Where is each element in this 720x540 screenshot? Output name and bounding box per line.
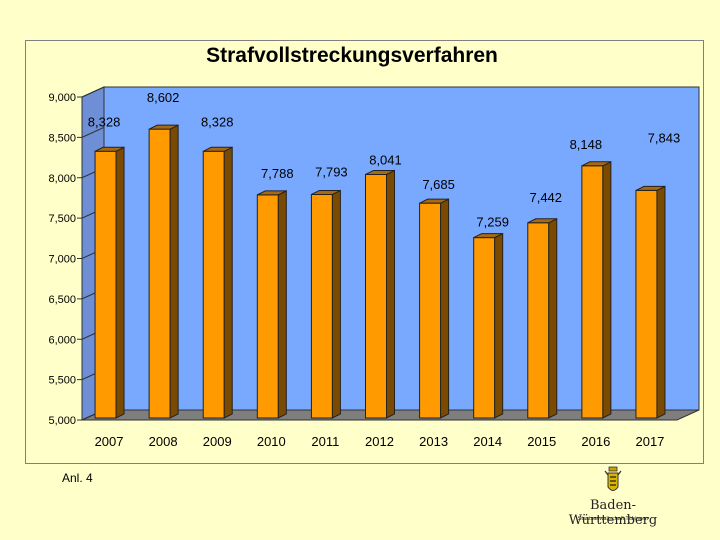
bar-2015 (527, 222, 550, 419)
brand-name: Baden-Württemberg (568, 498, 658, 528)
bar-side (115, 146, 125, 419)
x-tick-label: 2010 (257, 434, 286, 449)
bar-top (581, 161, 612, 167)
y-tick-label: 6,000 (48, 334, 76, 346)
data-label: 7,442 (529, 190, 562, 205)
bar-top (473, 233, 503, 239)
y-tick-label: 7,000 (48, 254, 76, 266)
bar-top (94, 146, 125, 152)
bar-side (386, 169, 395, 419)
bar-top (527, 218, 557, 224)
x-tick-label: 2014 (473, 434, 502, 449)
data-label: 7,793 (315, 164, 348, 179)
brand-subtitle: Staatsanwaltschaft Tübingen (577, 516, 649, 522)
bar-2009 (202, 150, 225, 419)
y-tick-label: 5,500 (48, 375, 76, 387)
y-tick-label: 6,500 (48, 294, 76, 306)
bar-2008 (148, 128, 171, 419)
x-tick-label: 2012 (365, 434, 394, 449)
x-tick-label: 2011 (311, 434, 339, 449)
bar-side (331, 189, 341, 419)
bar-side (602, 160, 612, 419)
bar-side (440, 198, 450, 419)
bar-top (148, 124, 179, 130)
data-label: 7,843 (648, 130, 681, 145)
attachment-note: Anl. 4 (62, 471, 93, 485)
bar-side (169, 124, 179, 419)
bar-top (419, 198, 449, 204)
bar-top (257, 190, 287, 196)
x-tick-label: 2013 (419, 434, 448, 449)
x-tick-label: 2016 (581, 434, 610, 449)
data-label: 7,259 (476, 215, 509, 230)
bar-2013 (419, 202, 442, 419)
bar-side (223, 146, 233, 419)
state-logo: Baden-Württemberg Staatsanwaltschaft Tüb… (548, 464, 678, 534)
x-tick-label: 2008 (149, 434, 178, 449)
y-tick-label: 8,500 (48, 132, 76, 144)
bar-side (494, 232, 504, 419)
y-tick-label: 9,000 (48, 92, 76, 104)
x-tick-label: 2015 (527, 434, 556, 449)
x-tick-label: 2017 (635, 434, 664, 449)
bar-side (656, 185, 666, 419)
bar-top (635, 185, 666, 191)
x-tick-label: 2009 (203, 434, 232, 449)
data-label: 7,788 (261, 166, 294, 181)
coat-of-arms-icon (604, 466, 622, 491)
bar-side (548, 217, 558, 419)
data-label: 8,328 (201, 114, 234, 129)
data-label: 8,041 (369, 152, 402, 167)
bar-top (203, 146, 233, 152)
bar-2016 (581, 165, 604, 419)
x-tick-label: 2007 (95, 434, 124, 449)
bar-top (311, 189, 341, 195)
bar-2007 (94, 150, 117, 419)
y-tick-label: 7,500 (48, 213, 76, 225)
data-label: 8,328 (88, 114, 121, 129)
y-tick-depth (81, 86, 105, 98)
y-tick-depth (81, 126, 105, 138)
bar-2017 (635, 189, 658, 419)
bar-2011 (310, 193, 333, 419)
bar-2012 (365, 173, 387, 419)
bar-top (365, 169, 395, 175)
data-label: 7,685 (422, 177, 455, 192)
data-label: 8,602 (147, 90, 180, 105)
data-label: 8,148 (570, 137, 603, 152)
chart-title: Strafvollstreckungsverfahren (206, 44, 498, 67)
bar-side (277, 190, 287, 419)
bar-2010 (256, 194, 279, 419)
y-tick-label: 8,000 (48, 173, 76, 185)
bar-2014 (473, 237, 496, 419)
y-tick-label: 5,000 (48, 415, 76, 427)
